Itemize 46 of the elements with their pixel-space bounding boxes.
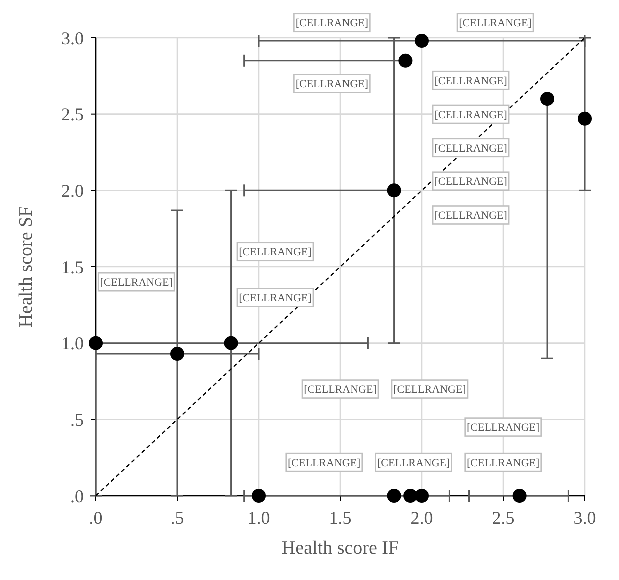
y-tick-label: 1.0 [62, 334, 84, 354]
point [415, 489, 429, 503]
x-tick-label: .0 [89, 508, 103, 528]
y-tick-label: .5 [70, 410, 84, 430]
x-tick-label: .5 [170, 508, 184, 528]
annotation: [CELLRANGE] [466, 422, 540, 434]
x-tick-label: 2.5 [492, 508, 515, 528]
annotation: [CELLRANGE] [304, 384, 377, 396]
point [170, 347, 184, 362]
y-tick-label: 2.0 [62, 180, 84, 201]
annotation: [CELLRANGE] [434, 176, 508, 188]
y-tick-label: 2.5 [62, 104, 84, 125]
annotation: [CELLRANGE] [239, 246, 312, 259]
x-tick-label: 3.0 [574, 508, 596, 528]
annotation: [CELLRANGE] [296, 78, 369, 91]
annotation: [CELLRANGE] [394, 384, 466, 396]
point [89, 336, 103, 350]
annotation: [CELLRANGE] [466, 457, 540, 470]
annotation: [CELLRANGE] [377, 457, 450, 470]
point [398, 54, 413, 68]
point [252, 489, 266, 503]
y-tick-label: .0 [70, 486, 84, 506]
point [387, 489, 402, 503]
point [404, 489, 418, 503]
annotation: [CELLRANGE] [434, 142, 508, 155]
annotation: [CELLRANGE] [100, 276, 173, 289]
point [387, 184, 402, 198]
annotation: [CELLRANGE] [239, 292, 312, 305]
x-axis-title: Health score IF [282, 538, 400, 559]
x-tick-label: 1.5 [329, 508, 352, 528]
point [224, 336, 238, 350]
text: [CELLRANGE] [459, 18, 532, 30]
annotation: [CELLRANGE] [434, 210, 508, 222]
annotation: [CELLRANGE] [434, 109, 508, 122]
x-tick-label: 1.0 [248, 508, 270, 528]
annotation: [CELLRANGE] [288, 457, 361, 470]
x-tick-label: 2.0 [410, 508, 434, 528]
point [415, 34, 429, 48]
y-tick-label: 1.5 [62, 257, 84, 278]
text: [CELLRANGE] [296, 18, 369, 30]
point [512, 489, 527, 503]
y-tick-label: 3.0 [62, 28, 84, 48]
point [578, 112, 592, 126]
point [540, 92, 555, 106]
y-axis-title: Health score SF [16, 206, 37, 328]
annotation: [CELLRANGE] [434, 75, 508, 88]
